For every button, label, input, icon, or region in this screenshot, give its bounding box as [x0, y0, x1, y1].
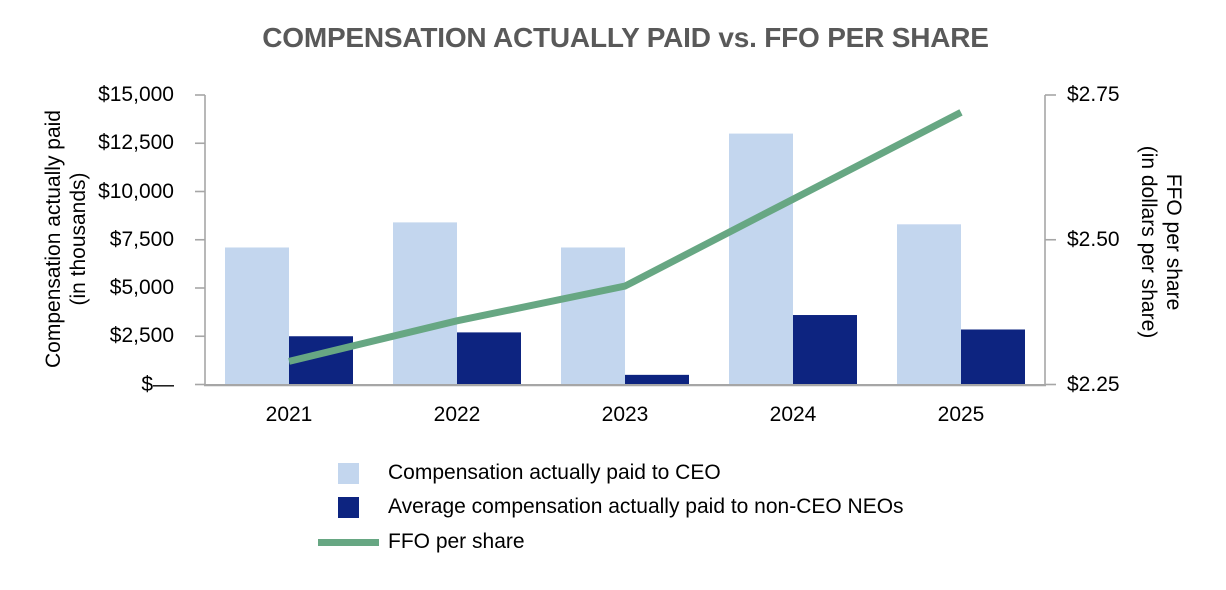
left-tick-label: $10,000 — [98, 179, 174, 203]
left-tick-label: $5,000 — [109, 276, 174, 299]
right-tick-label: $2.50 — [1067, 227, 1120, 251]
legend-label-ffo: FFO per share — [388, 530, 525, 553]
ffo-line-swatch-icon — [318, 538, 379, 546]
ffo-per-share-line — [288, 109, 963, 365]
bar-ceo-2022 — [393, 222, 457, 385]
neo-bar-swatch-icon — [338, 496, 359, 518]
bar-ceo-2025 — [897, 224, 961, 385]
left-tick-label: $15,000 — [98, 83, 174, 106]
legend-item-non-ceo-neos: Average compensation actually paid to no… — [318, 495, 904, 518]
bar-neo-2022 — [457, 332, 521, 385]
right-tick-label: $2.25 — [1067, 372, 1120, 396]
bar-neo-2025 — [961, 329, 1025, 385]
x-axis-label-2023: 2023 — [601, 403, 649, 426]
ceo-bar-swatch-icon — [338, 462, 359, 484]
legend-item-ceo: Compensation actually paid to CEO — [318, 461, 721, 484]
legend-item-ffo: FFO per share — [318, 530, 525, 553]
bar-neo-2024 — [793, 315, 857, 385]
left-tick-label: $— — [141, 372, 174, 396]
x-axis-label-2022: 2022 — [433, 403, 481, 426]
left-tick-label: $7,500 — [109, 227, 174, 251]
x-axis-label-2024: 2024 — [769, 403, 817, 426]
legend-label-ceo: Compensation actually paid to CEO — [388, 461, 721, 484]
left-tick-label: $2,500 — [109, 324, 174, 348]
x-axis-label-2021: 2021 — [265, 403, 313, 426]
chart-title: COMPENSATION ACTUALLY PAID vs. FFO PER S… — [262, 22, 989, 53]
bar-ceo-2023 — [561, 247, 625, 385]
bar-ceo-2024 — [729, 133, 793, 385]
right-tick-label: $2.75 — [1067, 83, 1120, 106]
bar-ceo-2021 — [225, 247, 289, 385]
bar-neo-2023 — [625, 374, 689, 385]
legend-label-non-ceo-neos: Average compensation actually paid to no… — [388, 495, 904, 518]
left-tick-label: $12,500 — [98, 131, 174, 155]
x-axis-label-2025: 2025 — [937, 403, 985, 426]
